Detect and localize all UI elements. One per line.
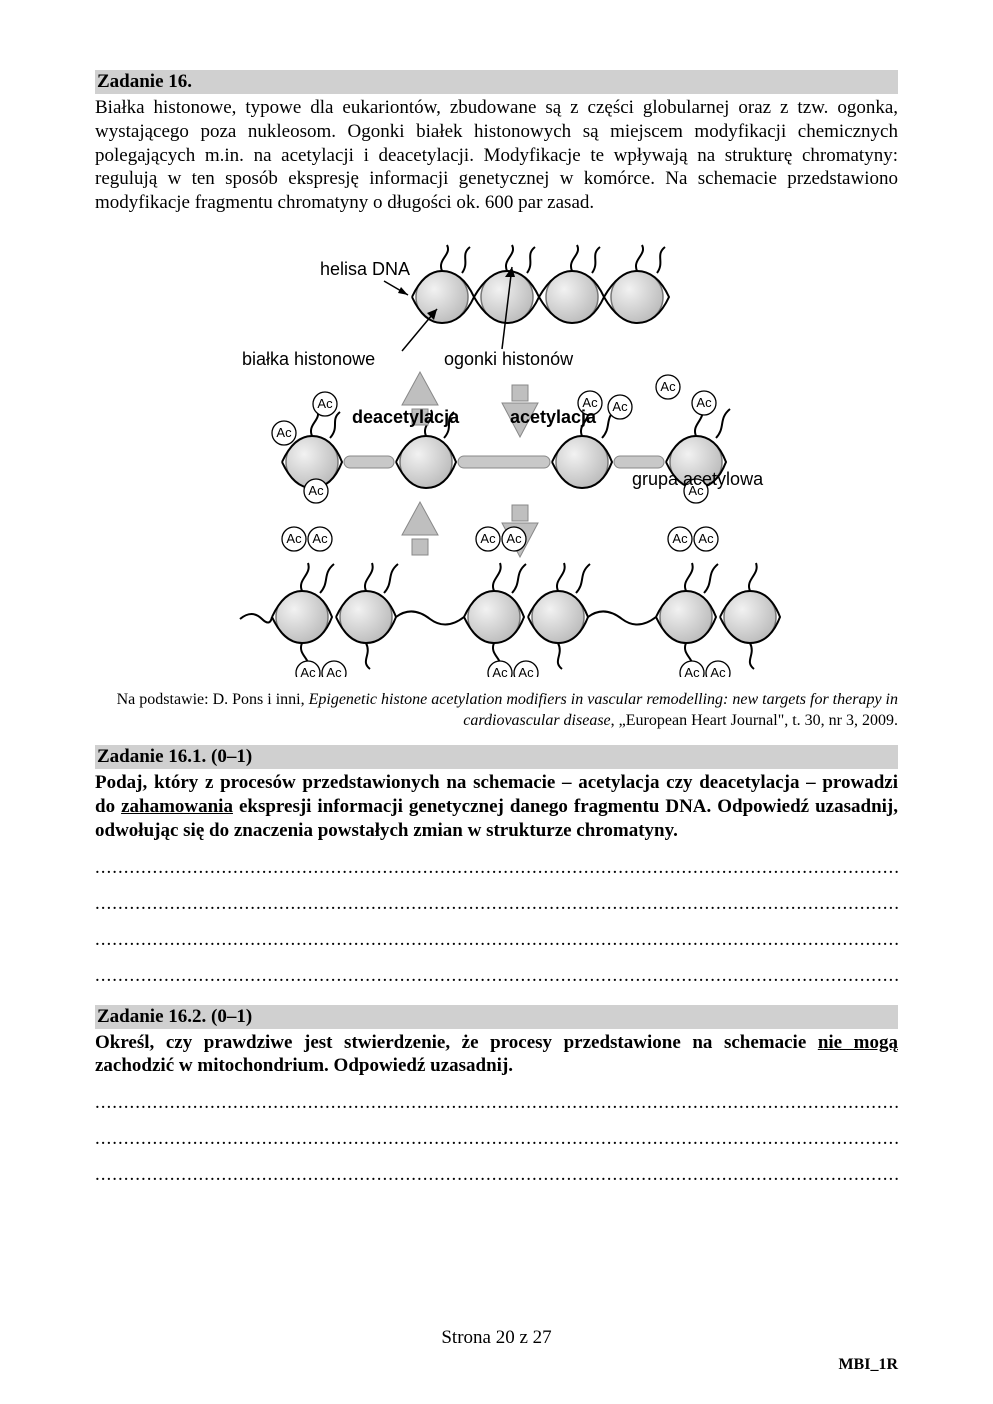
svg-text:Ac: Ac [286, 531, 302, 546]
svg-text:Ac: Ac [326, 665, 342, 677]
ac-badge: Ac [272, 421, 296, 445]
label-deacetylacja: deacetylacja [352, 407, 460, 427]
footer-code: MBI_1R [838, 1356, 898, 1374]
task-16-paragraph: Białka histonowe, typowe dla eukariontów… [95, 96, 898, 215]
answer-line[interactable]: ........................................… [95, 1092, 898, 1114]
svg-text:Ac: Ac [300, 665, 316, 677]
svg-text:Ac: Ac [317, 396, 333, 411]
page-number: Strona 20 z 27 [0, 1327, 993, 1349]
label-acetylacja: acetylacja [510, 407, 597, 427]
ac-badge: Ac [656, 375, 680, 399]
answer-line[interactable]: ........................................… [95, 893, 898, 915]
chromatin-diagram: helisa DNA białka histonowe ogonki histo… [95, 237, 898, 682]
svg-text:Ac: Ac [480, 531, 496, 546]
svg-text:Ac: Ac [672, 531, 688, 546]
svg-text:Ac: Ac [710, 665, 726, 677]
svg-text:Ac: Ac [276, 425, 292, 440]
answer-line[interactable]: ........................................… [95, 1128, 898, 1150]
svg-text:Ac: Ac [660, 379, 676, 394]
ac-badge: Ac [313, 392, 337, 416]
answer-line[interactable]: ........................................… [95, 965, 898, 987]
task-16-2-question: Określ, czy prawdziwe jest stwierdzenie,… [95, 1031, 898, 1079]
svg-text:Ac: Ac [696, 395, 712, 410]
svg-text:Ac: Ac [312, 531, 328, 546]
task-16-2-header: Zadanie 16.2. (0–1) [95, 1005, 898, 1029]
task-16-1-question: Podaj, który z procesów przedstawionych … [95, 771, 898, 842]
answer-line[interactable]: ........................................… [95, 857, 898, 879]
task-16-1-header: Zadanie 16.1. (0–1) [95, 745, 898, 769]
ac-badge: Ac [304, 479, 328, 503]
label-helisa: helisa DNA [320, 259, 410, 279]
svg-text:Ac: Ac [308, 483, 324, 498]
deacetylation-arrow-2 [402, 502, 438, 555]
answer-line[interactable]: ........................................… [95, 929, 898, 951]
svg-text:Ac: Ac [684, 665, 700, 677]
svg-text:Ac: Ac [612, 399, 628, 414]
svg-text:Ac: Ac [698, 531, 714, 546]
task-16-header: Zadanie 16. [95, 70, 898, 94]
label-ogonki: ogonki histonów [444, 349, 574, 369]
svg-text:Ac: Ac [506, 531, 522, 546]
answer-line[interactable]: ........................................… [95, 1164, 898, 1186]
label-grupa: grupa acetylowa [632, 469, 764, 489]
svg-text:Ac: Ac [492, 665, 508, 677]
svg-text:Ac: Ac [518, 665, 534, 677]
citation: Na podstawie: D. Pons i inni, Epigenetic… [95, 690, 898, 732]
ac-badge: Ac [692, 391, 716, 415]
label-bialka: białka histonowe [242, 349, 375, 369]
ac-badge: Ac [608, 395, 632, 419]
